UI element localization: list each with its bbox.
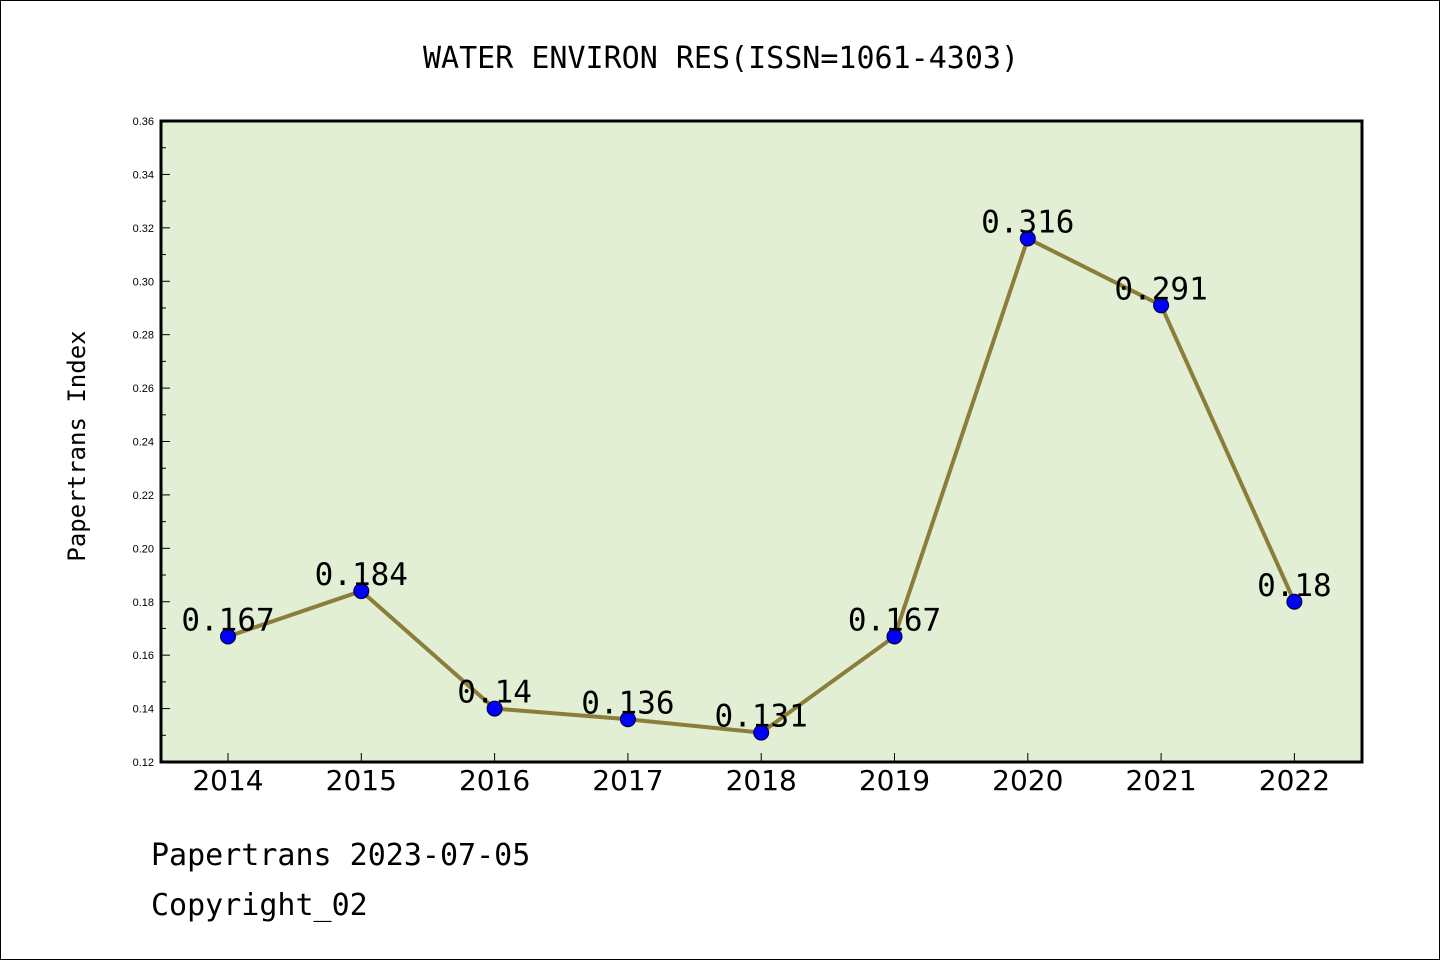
x-tick-label: 2019 bbox=[859, 764, 930, 797]
y-tick-label: 0.12 bbox=[133, 757, 154, 769]
y-tick-label: 0.26 bbox=[133, 383, 154, 395]
data-label: 0.291 bbox=[1114, 271, 1207, 307]
y-axis: 0.12 0.14 0.16 0.18 0.20 0.22 0.24 0.26 0.28 0.30… bbox=[133, 116, 170, 769]
y-tick-label: 0.22 bbox=[133, 490, 154, 502]
x-tick-label: 2017 bbox=[592, 764, 663, 797]
y-tick-label: 0.14 bbox=[133, 704, 154, 716]
y-tick-label: 0.30 bbox=[133, 276, 154, 288]
footer-copyright: Copyright_02 bbox=[151, 888, 368, 923]
data-label: 0.316 bbox=[981, 205, 1074, 241]
chart-title: WATER ENVIRON RES(ISSN=1061-4303) bbox=[423, 41, 1019, 76]
y-tick-label: 0.18 bbox=[133, 597, 154, 609]
x-tick-label: 2021 bbox=[1125, 764, 1196, 797]
data-label: 0.131 bbox=[715, 699, 808, 735]
x-tick-label: 2014 bbox=[192, 764, 263, 797]
x-axis: 2014 2015 2016 2017 2018 2019 2020 2021 2022 bbox=[192, 753, 1330, 797]
data-label: 0.136 bbox=[581, 685, 674, 721]
x-tick-label: 2020 bbox=[992, 764, 1063, 797]
data-point bbox=[619, 711, 636, 728]
x-tick-label: 2018 bbox=[726, 764, 797, 797]
y-tick-label: 0.32 bbox=[133, 223, 154, 235]
data-label: 0.184 bbox=[315, 557, 408, 593]
data-point bbox=[1153, 297, 1170, 314]
data-point bbox=[753, 724, 770, 741]
x-tick-label: 2016 bbox=[459, 764, 530, 797]
y-axis-label: Papertrans Index bbox=[63, 330, 91, 561]
data-points bbox=[220, 230, 1303, 741]
data-point bbox=[1019, 230, 1036, 247]
data-point bbox=[353, 583, 370, 600]
data-label: 0.14 bbox=[457, 675, 532, 711]
x-tick-label: 2022 bbox=[1259, 764, 1330, 797]
data-label: 0.18 bbox=[1257, 568, 1332, 604]
data-labels: 0.167 0.184 0.14 0.136 0.131 0.167 0.316 0.291 0… bbox=[181, 205, 1331, 735]
data-label: 0.167 bbox=[848, 602, 941, 638]
y-tick-label: 0.24 bbox=[133, 437, 154, 449]
data-point bbox=[886, 628, 903, 645]
footer-date: Papertrans 2023-07-05 bbox=[151, 838, 530, 873]
y-tick-label: 0.28 bbox=[133, 330, 154, 342]
y-tick-label: 0.36 bbox=[133, 116, 154, 128]
x-tick-label: 2015 bbox=[326, 764, 397, 797]
data-point bbox=[486, 700, 503, 717]
data-label: 0.167 bbox=[181, 602, 274, 638]
data-point bbox=[1286, 593, 1303, 610]
plot-area bbox=[159, 119, 1364, 764]
y-tick-label: 0.34 bbox=[133, 169, 154, 181]
data-point bbox=[220, 628, 236, 645]
y-tick-label: 0.20 bbox=[133, 543, 154, 555]
y-tick-label: 0.16 bbox=[133, 650, 154, 662]
